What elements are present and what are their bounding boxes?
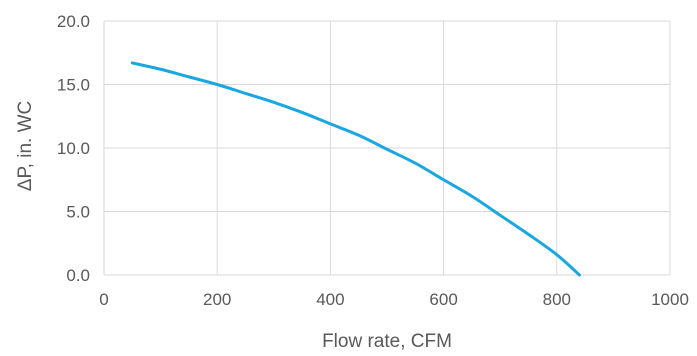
y-tick-label: 5.0 (66, 203, 90, 222)
x-tick-labels: 0 200 400 600 800 1000 (99, 290, 689, 309)
series-layer (130, 61, 581, 277)
x-tick-label: 200 (203, 290, 231, 309)
x-tick-label: 600 (429, 290, 457, 309)
x-axis-label: Flow rate, CFM (322, 331, 452, 352)
y-tick-label: 15.0 (57, 76, 90, 95)
x-tick-label: 1000 (651, 290, 689, 309)
y-tick-label: 20.0 (57, 12, 90, 31)
y-tick-labels: 0.0 5.0 10.0 15.0 20.0 (57, 12, 90, 285)
series-line-0 (130, 61, 581, 277)
x-tick-label: 800 (543, 290, 571, 309)
x-tick-label: 400 (316, 290, 344, 309)
y-axis-label: ΔP, in. WC (15, 101, 36, 191)
y-tick-label: 10.0 (57, 139, 90, 158)
y-tick-label: 0.0 (66, 266, 90, 285)
x-tick-label: 0 (99, 290, 108, 309)
